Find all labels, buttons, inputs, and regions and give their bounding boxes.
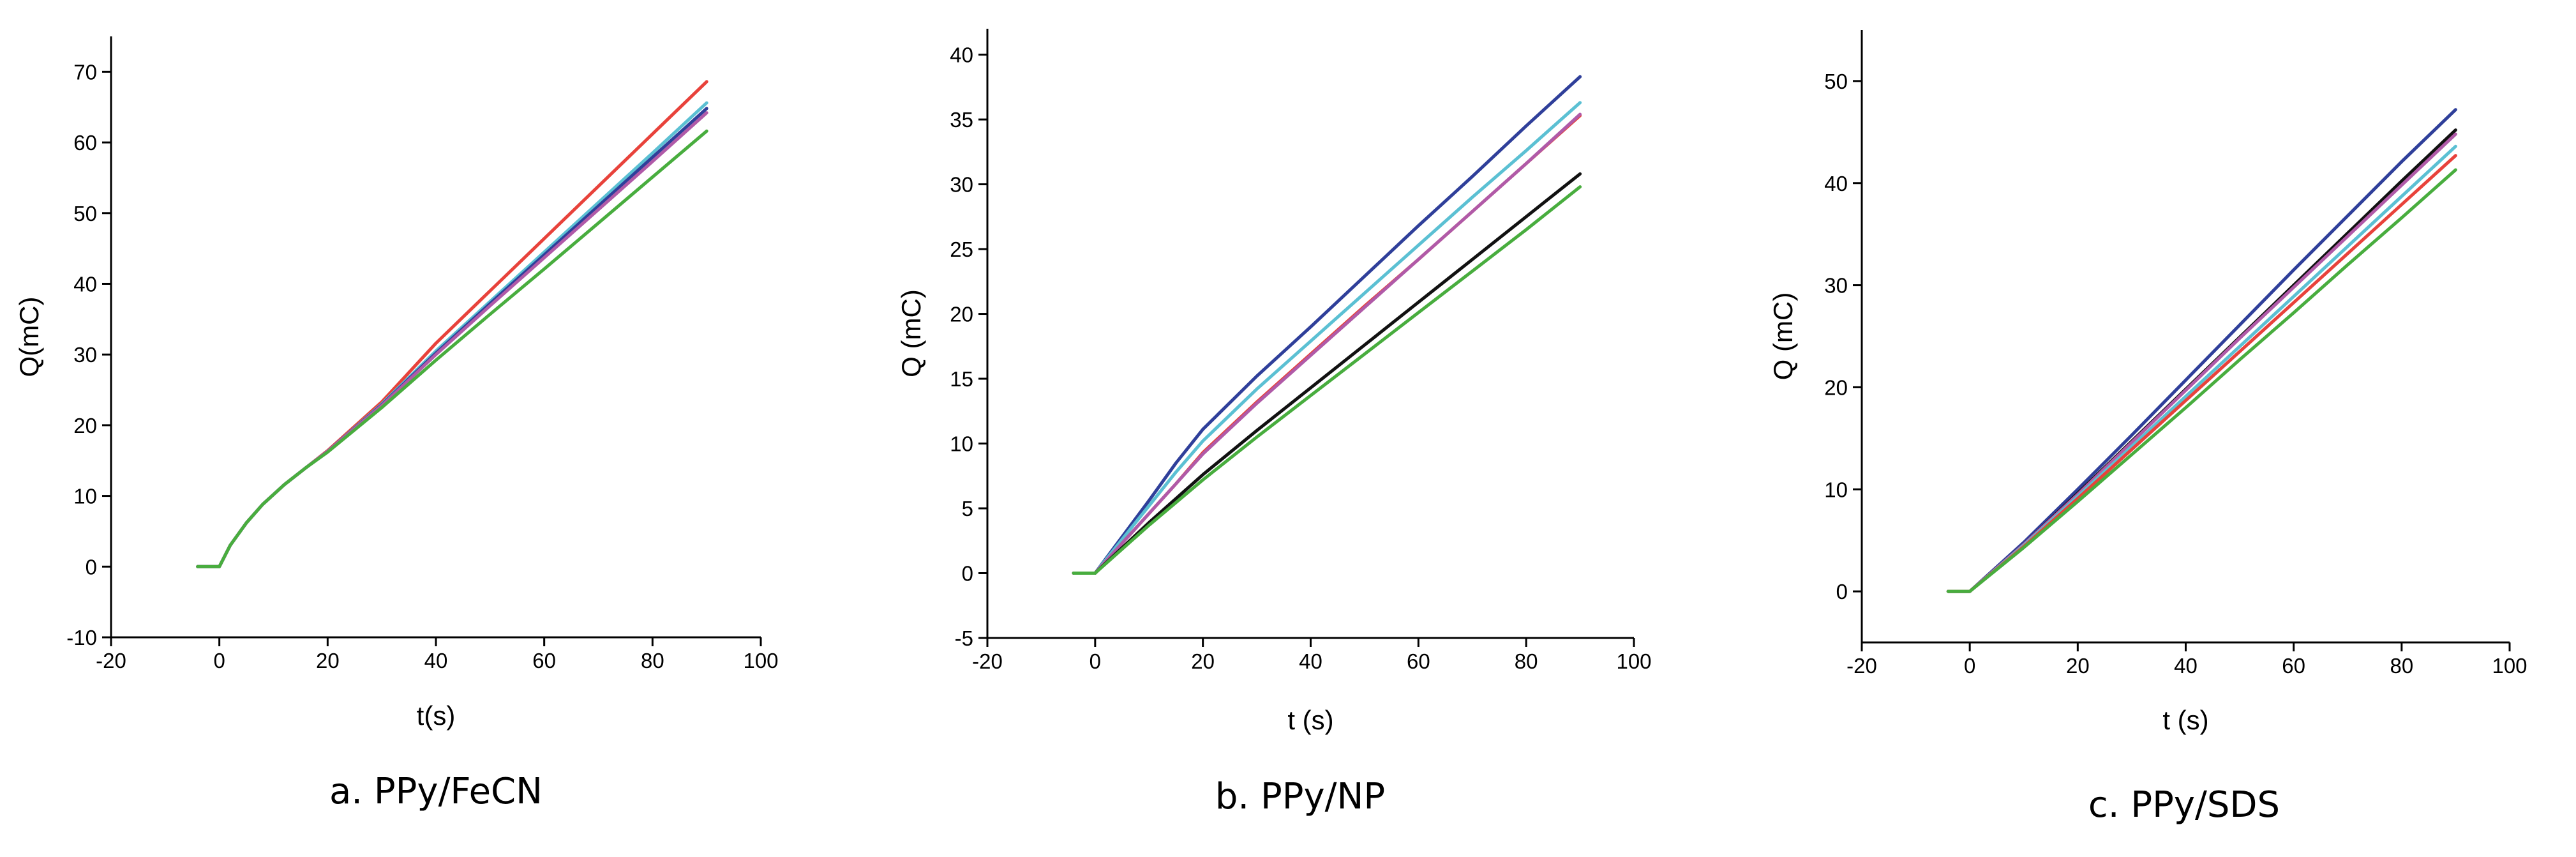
x-tick-label: 40 (2174, 654, 2198, 678)
series-line-4 (196, 111, 708, 568)
y-tick-label: 60 (73, 131, 97, 155)
y-tick-label: 25 (950, 238, 973, 261)
series-line-5 (196, 129, 708, 568)
panel-caption: c. PPy/SDS (2088, 784, 2280, 826)
series-line-2 (1946, 128, 2457, 593)
x-tick-label: 60 (532, 649, 556, 672)
x-tick-label: 20 (2066, 654, 2090, 678)
panel-caption: a. PPy/FeCN (329, 771, 543, 812)
x-tick-label: 40 (424, 649, 448, 672)
series-line-6 (1072, 185, 1582, 575)
chart-panel-2: -20 0 20 40 60 80 100 -5 0 5 10 15 20 25 30 35 40 t (s) Q … (896, 29, 1652, 817)
series-line-4 (1946, 144, 2457, 593)
y-tick-label: 20 (1824, 375, 1848, 399)
x-tick-label: 20 (1191, 649, 1215, 673)
x-tick-label: -20 (972, 649, 1003, 673)
series-line-2 (1072, 101, 1582, 575)
y-tick-label: 10 (950, 432, 973, 456)
y-axis-label: Q (mC) (1768, 292, 1798, 381)
y-tick-label: 30 (950, 173, 973, 197)
y-tick-label: 70 (73, 60, 97, 84)
x-axis-label: t (s) (2162, 705, 2208, 735)
y-tick-label: 40 (73, 272, 97, 296)
x-tick-label: 100 (2492, 654, 2527, 678)
x-tick-label: 20 (316, 649, 340, 672)
x-tick-label: -20 (1846, 654, 1877, 678)
y-tick-label: 50 (1824, 70, 1848, 93)
series-line-2 (196, 101, 708, 568)
series-line-4 (1072, 112, 1582, 575)
x-tick-label: 80 (641, 649, 664, 672)
x-tick-label: 60 (1407, 649, 1430, 673)
y-axis-label: Q(mC) (14, 297, 44, 377)
x-tick-label: 100 (743, 649, 778, 672)
y-axis-label: Q (mC) (896, 289, 926, 377)
panel-caption: b. PPy/NP (1215, 776, 1385, 817)
x-tick-label: 40 (1299, 649, 1322, 673)
y-tick-label: 10 (73, 485, 97, 508)
series-line-6 (1946, 168, 2457, 593)
y-tick-label: 0 (962, 562, 973, 586)
y-tick-label: 40 (1824, 172, 1848, 195)
y-tick-label: 0 (1836, 580, 1848, 603)
y-tick-label: 15 (950, 367, 973, 391)
y-tick-label: 30 (73, 343, 97, 367)
y-tick-label: 40 (950, 43, 973, 67)
x-axis-label: t(s) (417, 701, 456, 731)
x-tick-label: 0 (1964, 654, 1975, 678)
y-tick-label: 35 (950, 108, 973, 132)
x-tick-label: 60 (2282, 654, 2305, 678)
y-tick-label: 30 (1824, 274, 1848, 298)
y-tick-label: 10 (1824, 478, 1848, 501)
series-line-3 (196, 107, 708, 568)
x-axis-label: t (s) (1287, 705, 1333, 735)
x-tick-label: 80 (2390, 654, 2413, 678)
y-tick-label: 0 (86, 555, 97, 579)
x-tick-label: 100 (1616, 649, 1651, 673)
x-tick-label: -20 (96, 649, 126, 672)
y-tick-label: 50 (73, 202, 97, 225)
series-line-1 (1072, 75, 1582, 575)
x-tick-label: 0 (1090, 649, 1101, 673)
series-line-1 (1946, 108, 2457, 593)
y-tick-label: -10 (66, 626, 97, 649)
chart-panel-1: -20 0 20 40 60 80 100 -10 0 10 20 30 40 50 60 70 t(s) Q(m… (14, 36, 779, 812)
x-tick-label: 80 (1515, 649, 1538, 673)
y-tick-label: -5 (955, 626, 973, 650)
y-tick-label: 20 (950, 303, 973, 326)
y-tick-label: 5 (962, 497, 973, 520)
y-tick-label: 20 (73, 414, 97, 437)
chart-panel-3: -20 0 20 40 60 80 100 0 10 20 30 40 50 t (s) Q (mC) c. … (1768, 30, 2527, 826)
x-tick-label: 0 (213, 649, 225, 672)
